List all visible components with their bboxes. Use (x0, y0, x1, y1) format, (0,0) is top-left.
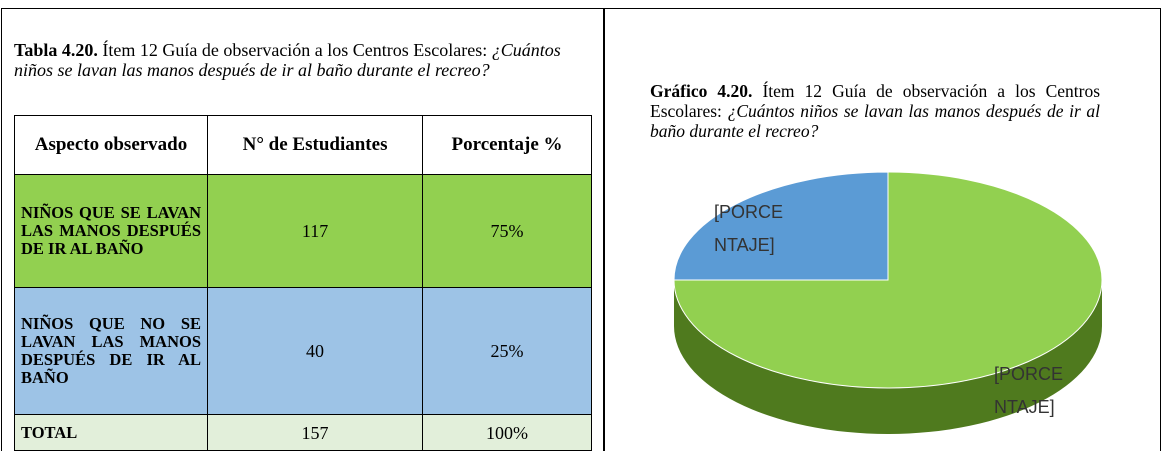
caption-text: Ítem 12 Guía de observación a los Centro… (650, 81, 1101, 121)
table: Aspecto observado N° de Estudiantes Porcen… (14, 115, 592, 451)
cell: 157 (206, 414, 424, 451)
data-label: [PORCE (714, 202, 783, 222)
caption-label: Tabla 4.20. (14, 40, 98, 60)
caption-label: Gráfico 4.20. (650, 81, 753, 101)
data-label: NTAJE] (714, 235, 775, 255)
cell: TOTAL (14, 414, 208, 451)
caption-text: Ítem 12 Guía de observación a los Centro… (102, 40, 488, 60)
caption-question: ¿Cuántos niños se lavan las manos despué… (14, 40, 561, 80)
row: NIÑOS QUE SE LAVAN LAS MANOS DESPUÉS DE … (14, 174, 592, 288)
cell: 25% (422, 287, 592, 415)
row: NIÑOS QUE NO SE LAVAN LAS MANOS DESPUÉS … (14, 287, 592, 415)
row: TOTAL 157 100% (14, 414, 592, 451)
data-label: NTAJE] (994, 397, 1055, 417)
header-cell: N° de Estudiantes (206, 115, 424, 175)
pie-slice (673, 171, 1103, 389)
cell: 117 (206, 174, 424, 288)
caption-question: ¿Cuántos niños se lavan las manos despué… (650, 101, 1101, 141)
pie-chart: [PORCE NTAJE] [PORCE NTAJE] (673, 171, 1103, 434)
cell: 75% (422, 174, 592, 288)
cell: NIÑOS QUE NO SE LAVAN LAS MANOS DESPUÉS … (14, 287, 208, 415)
cell: 100% (422, 414, 592, 451)
header-row: Aspecto observado N° de Estudiantes Porcen… (14, 115, 592, 175)
header-cell: Porcentaje % (422, 115, 592, 175)
header-cell: Aspecto observado (14, 115, 208, 175)
frame (1, 8, 1161, 451)
chart-caption: Gráfico 4.20. Ítem 12 Guía de observació… (650, 81, 1100, 141)
cell: NIÑOS QUE SE LAVAN LAS MANOS DESPUÉS DE … (14, 174, 208, 288)
divider (603, 8, 605, 451)
pie-side (674, 280, 1102, 434)
cell: 40 (206, 287, 424, 415)
pie-slice (673, 171, 889, 281)
data-label: [PORCE (994, 364, 1063, 384)
table-caption: Tabla 4.20. Ítem 12 Guía de observación … (14, 40, 594, 80)
